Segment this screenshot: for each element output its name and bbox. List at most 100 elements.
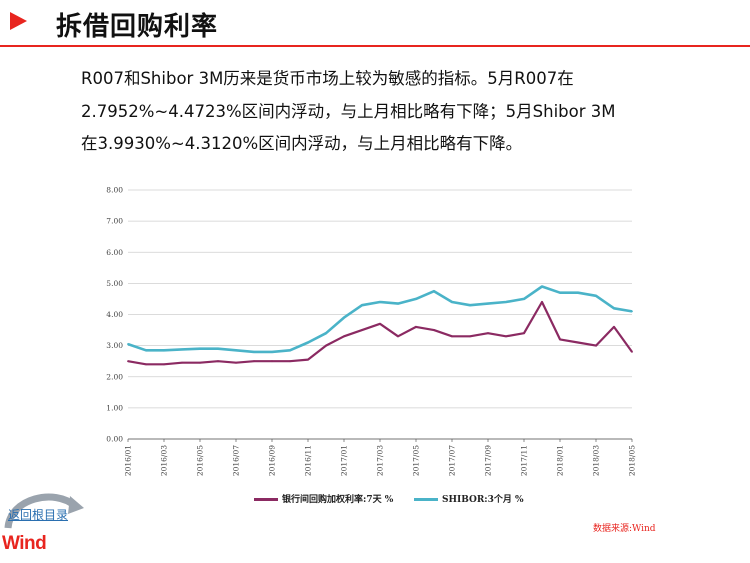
y-tick-label: 2.00 (106, 372, 123, 381)
data-point (487, 302, 489, 305)
y-tick-label: 7.00 (106, 217, 123, 226)
data-point (199, 347, 201, 350)
legend-swatch-shibor (414, 498, 438, 501)
data-point (397, 335, 399, 338)
x-tick-label: 2017/11 (520, 445, 529, 476)
data-point (127, 360, 129, 363)
x-tick-label: 2016/07 (232, 445, 241, 476)
x-tick-label: 2016/01 (124, 445, 133, 476)
x-tick-label: 2018/05 (628, 445, 637, 476)
data-point (541, 285, 543, 288)
y-tick-label: 5.00 (106, 279, 123, 288)
paragraph-line: 在3.9930%~4.3120%区间内浮动，与上月相比略有下降。 (81, 134, 523, 153)
legend-swatch-r007 (254, 498, 278, 501)
data-point (145, 363, 147, 366)
back-to-root-link[interactable]: 返回根目录 (8, 508, 69, 522)
data-point (307, 341, 309, 344)
x-tick-label: 2017/09 (484, 445, 493, 476)
title-arrow-icon (10, 12, 27, 30)
data-point (559, 338, 561, 341)
legend-label-shibor: SHIBOR:3个月 % (442, 495, 524, 505)
curved-arrow-icon (4, 493, 84, 529)
back-to-root-button[interactable]: 返回根目录 Wind (0, 488, 90, 563)
paragraph-line: R007和Shibor 3M历来是货币市场上较为敏感的指标。5月R007在 (81, 69, 574, 88)
data-point (523, 298, 525, 300)
data-point (613, 307, 615, 310)
x-tick-label: 2018/01 (556, 445, 565, 476)
data-point (379, 301, 381, 303)
data-point (433, 290, 435, 293)
x-tick-label: 2016/03 (160, 445, 169, 476)
data-point (469, 304, 471, 307)
x-tick-label: 2016/05 (196, 445, 205, 476)
data-point (505, 335, 507, 338)
summary-paragraph: R007和Shibor 3M历来是货币市场上较为敏感的指标。5月R007在 2.… (81, 63, 671, 161)
data-point (415, 298, 417, 300)
x-tick-label: 2017/07 (448, 445, 457, 476)
x-tick-label: 2017/01 (340, 445, 349, 476)
x-tick-label: 2017/05 (412, 445, 421, 476)
rate-line-chart: 0.00 1.00 2.00 3.00 4.00 5.00 6.00 7.00 8.00 2016… (106, 186, 637, 477)
data-point (271, 350, 273, 353)
y-tick-label: 1.00 (106, 403, 123, 412)
data-point (577, 291, 579, 294)
data-point (325, 332, 327, 335)
data-point (415, 326, 417, 328)
data-point (379, 322, 381, 325)
title-bar: 拆借回购利率 (0, 0, 750, 48)
legend-item-shibor: SHIBOR:3个月 % (414, 492, 524, 505)
series-line-shibor (127, 285, 633, 354)
data-point (523, 332, 525, 335)
data-point (289, 349, 291, 352)
data-point (307, 358, 309, 361)
data-point (541, 301, 543, 303)
y-tick-label: 0.00 (106, 435, 123, 444)
legend-label-r007: 银行间回购加权利率:7天 % (282, 495, 394, 505)
data-point (595, 344, 597, 347)
data-source-note: 数据来源:Wind (593, 524, 656, 534)
data-point (577, 341, 579, 344)
data-point (631, 350, 633, 353)
series-line-r007 (127, 300, 633, 366)
data-point (181, 348, 183, 351)
x-tick-label: 2016/11 (304, 445, 313, 476)
data-point (325, 344, 327, 347)
data-point (343, 316, 345, 319)
data-point (235, 361, 237, 364)
data-point (631, 310, 633, 313)
paragraph-line: 2.7952%~4.4723%区间内浮动，与上月相比略有下降；5月Shibor … (81, 101, 616, 121)
legend-item-r007: 银行间回购加权利率:7天 % (254, 492, 393, 505)
data-point (451, 335, 453, 338)
data-point (253, 350, 255, 353)
data-point (289, 360, 291, 363)
data-point (451, 301, 453, 303)
y-tick-label: 4.00 (106, 310, 123, 319)
data-point (253, 360, 255, 363)
data-point (343, 335, 345, 338)
x-tick-label: 2016/09 (268, 445, 277, 476)
data-point (217, 360, 219, 363)
data-point (199, 361, 201, 364)
data-point (487, 332, 489, 335)
data-point (361, 329, 363, 331)
data-point (235, 349, 237, 352)
data-point (217, 347, 219, 350)
page-title: 拆借回购利率 (56, 12, 219, 42)
data-point (145, 349, 147, 352)
data-point (361, 304, 363, 307)
x-tick-label: 2017/03 (376, 445, 385, 476)
data-point (505, 301, 507, 303)
data-point (595, 294, 597, 297)
data-point (559, 291, 561, 294)
data-point (433, 329, 435, 331)
wind-logo: Wind (2, 533, 47, 554)
data-point (397, 302, 399, 305)
data-point (469, 335, 471, 338)
data-point (127, 343, 129, 345)
data-point (181, 361, 183, 364)
data-point (163, 363, 165, 366)
title-divider (0, 45, 750, 47)
x-tick-label: 2018/03 (592, 445, 601, 476)
y-tick-label: 3.00 (106, 341, 123, 350)
data-point (613, 326, 615, 328)
